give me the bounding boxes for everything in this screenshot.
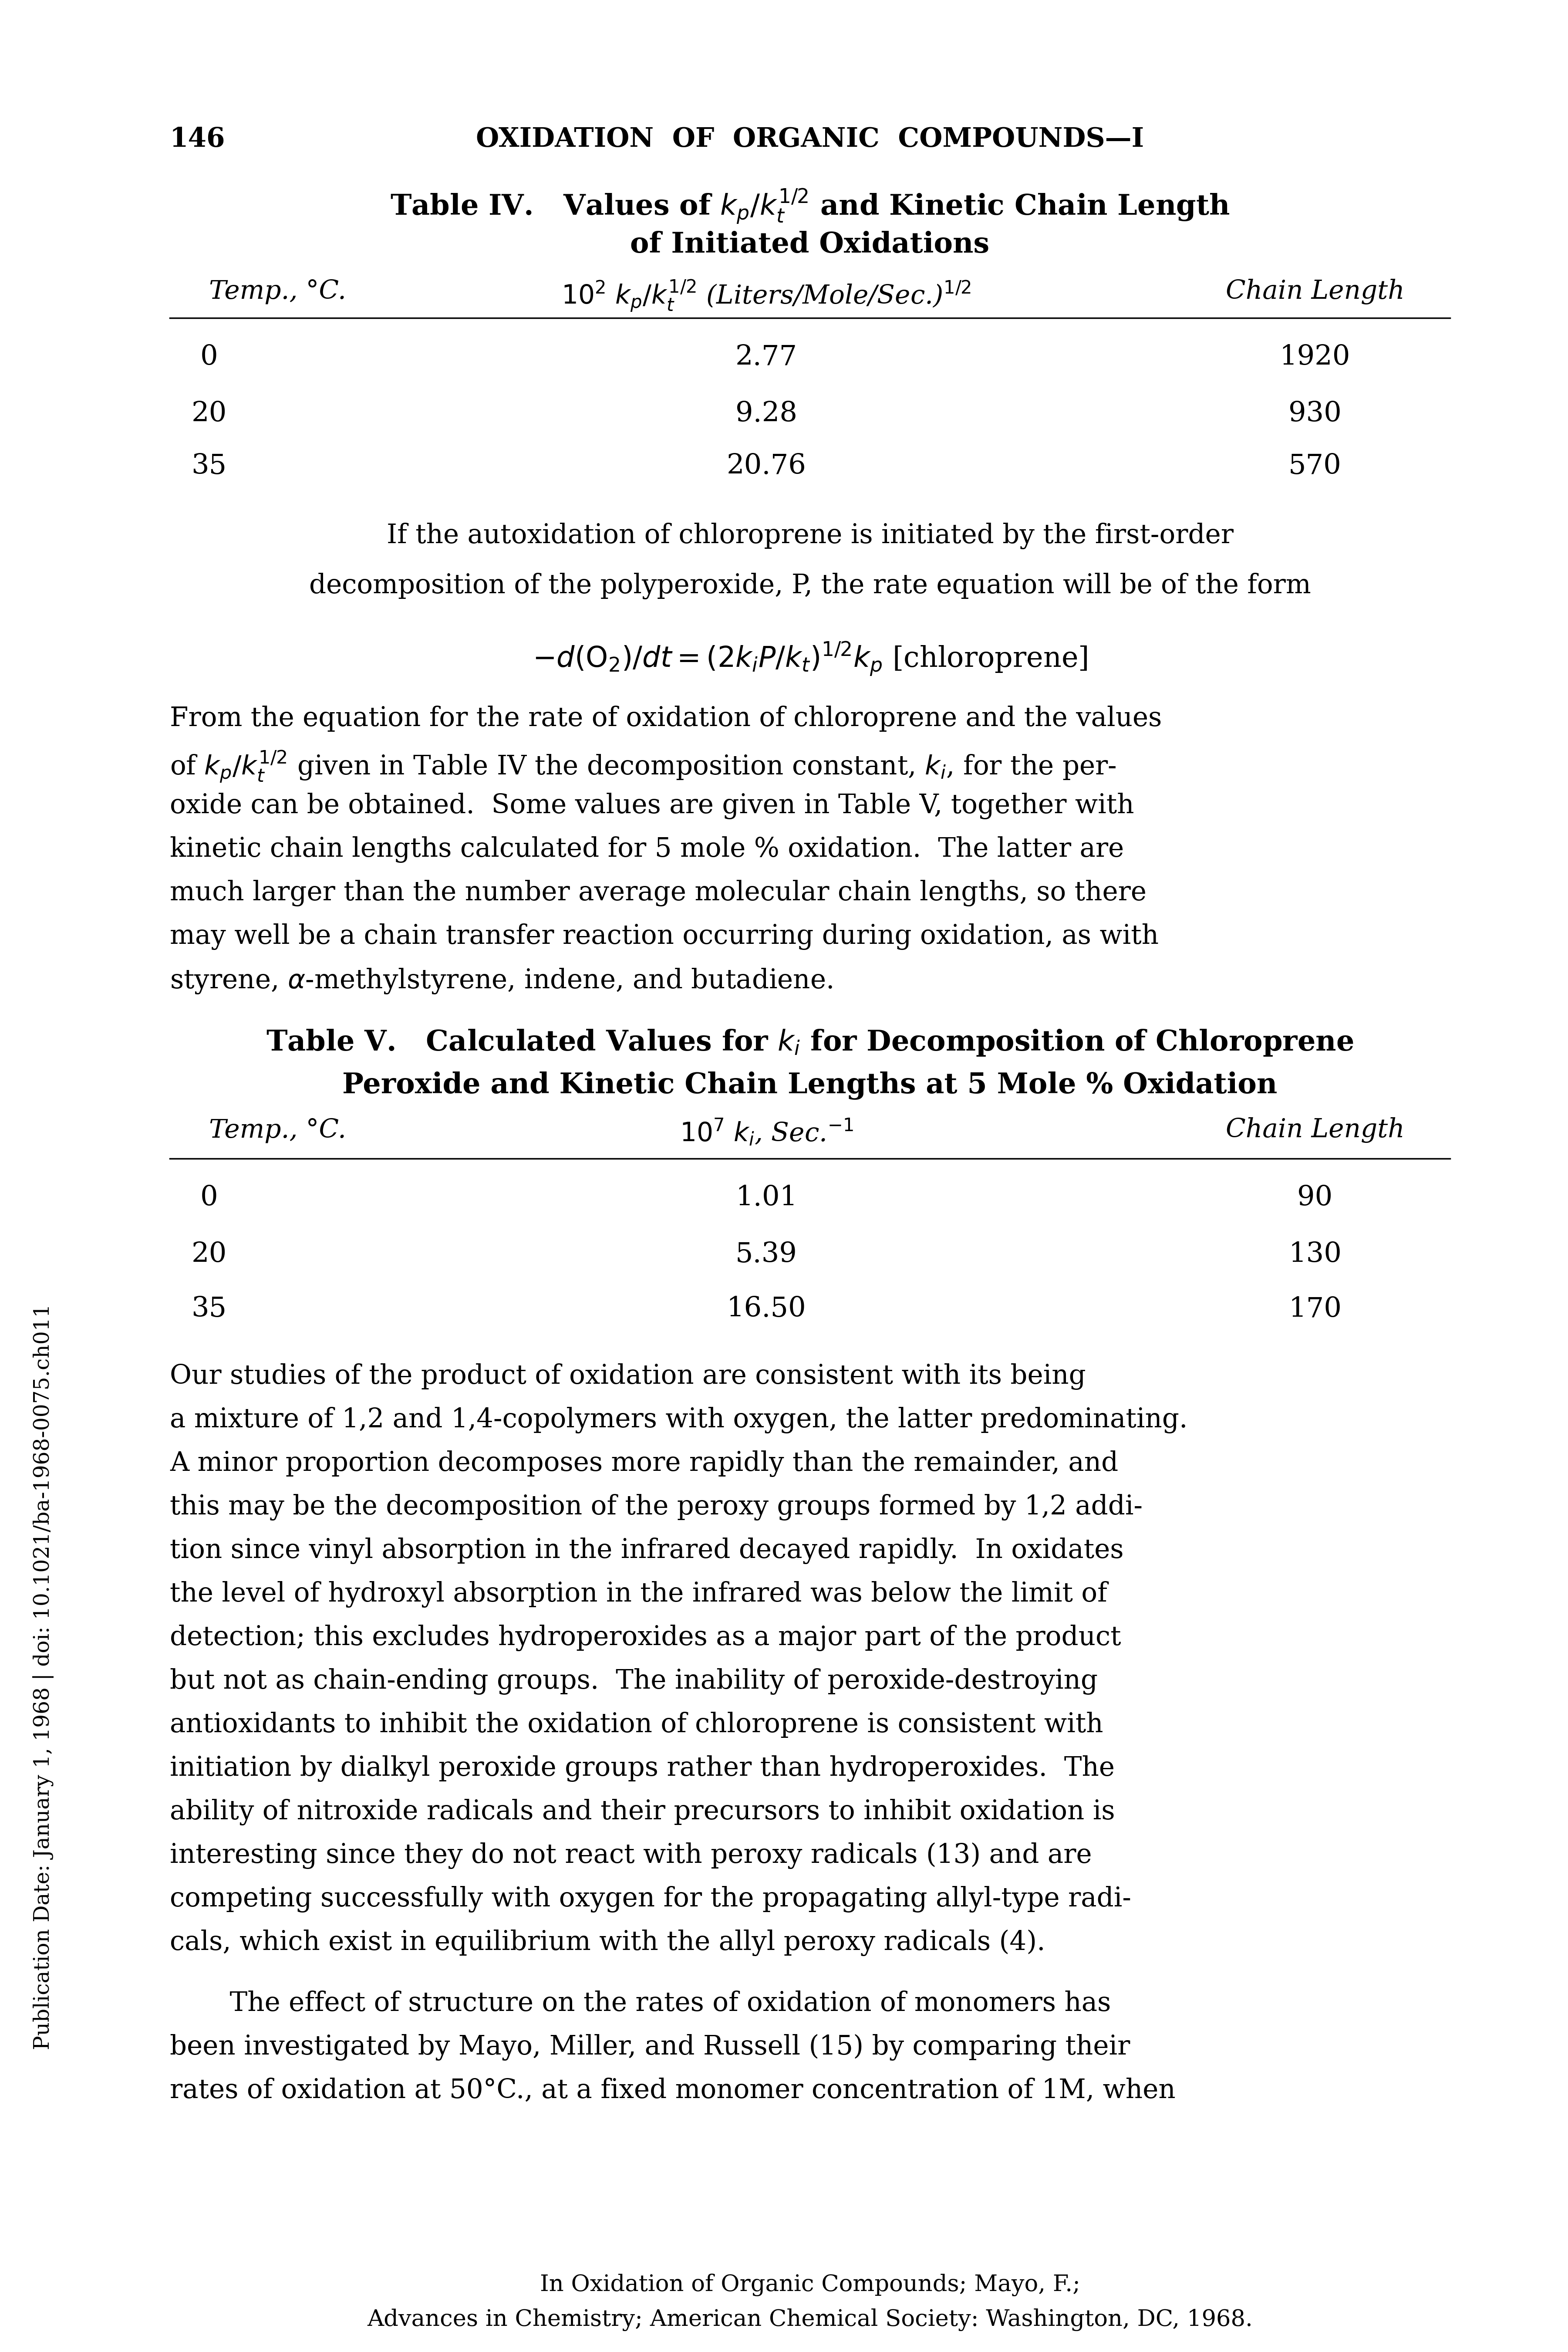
Text: From the equation for the rate of oxidation of chloroprene and the values: From the equation for the rate of oxidat… — [169, 706, 1162, 731]
Text: 1.01: 1.01 — [735, 1185, 798, 1211]
Text: Our studies of the product of oxidation are consistent with its being: Our studies of the product of oxidation … — [169, 1364, 1087, 1390]
Text: 0: 0 — [201, 343, 218, 372]
Text: OXIDATION  OF  ORGANIC  COMPOUNDS—I: OXIDATION OF ORGANIC COMPOUNDS—I — [477, 127, 1145, 153]
Text: been investigated by Mayo, Miller, and Russell (15) by comparing their: been investigated by Mayo, Miller, and R… — [169, 2034, 1131, 2060]
Text: antioxidants to inhibit the oxidation of chloroprene is consistent with: antioxidants to inhibit the oxidation of… — [169, 1712, 1104, 1738]
Text: 20: 20 — [191, 400, 227, 428]
Text: $10^2$ $k_p/k_t^{1/2}$ (Liters/Mole/Sec.)$^{1/2}$: $10^2$ $k_p/k_t^{1/2}$ (Liters/Mole/Sec.… — [561, 280, 971, 313]
Text: much larger than the number average molecular chain lengths, so there: much larger than the number average mole… — [169, 880, 1146, 906]
Text: a mixture of 1,2 and 1,4-copolymers with oxygen, the latter predominating.: a mixture of 1,2 and 1,4-copolymers with… — [169, 1406, 1187, 1432]
Text: 1920: 1920 — [1279, 343, 1350, 372]
Text: 170: 170 — [1289, 1296, 1342, 1322]
Text: 90: 90 — [1297, 1185, 1333, 1211]
Text: Table IV.   Values of $k_p/k_t^{1/2}$ and Kinetic Chain Length: Table IV. Values of $k_p/k_t^{1/2}$ and … — [390, 188, 1229, 226]
Text: cals, which exist in equilibrium with the allyl peroxy radicals (4).: cals, which exist in equilibrium with th… — [169, 1929, 1046, 1957]
Text: Peroxide and Kinetic Chain Lengths at 5 Mole % Oxidation: Peroxide and Kinetic Chain Lengths at 5 … — [342, 1073, 1278, 1101]
Text: Temp., °C.: Temp., °C. — [209, 1117, 347, 1143]
Text: 570: 570 — [1289, 454, 1342, 480]
Text: Publication Date: January 1, 1968 | doi: 10.1021/ba-1968-0075.ch011: Publication Date: January 1, 1968 | doi:… — [33, 1303, 55, 2051]
Text: 930: 930 — [1289, 400, 1342, 428]
Text: ability of nitroxide radicals and their precursors to inhibit oxidation is: ability of nitroxide radicals and their … — [169, 1799, 1115, 1825]
Text: styrene, $\alpha$-methylstyrene, indene, and butadiene.: styrene, $\alpha$-methylstyrene, indene,… — [169, 967, 833, 995]
Text: but not as chain-ending groups.  The inability of peroxide-destroying: but not as chain-ending groups. The inab… — [169, 1668, 1098, 1696]
Text: competing successfully with oxygen for the propagating allyl-type radi-: competing successfully with oxygen for t… — [169, 1886, 1131, 1912]
Text: Advances in Chemistry; American Chemical Society: Washington, DC, 1968.: Advances in Chemistry; American Chemical… — [367, 2307, 1253, 2331]
Text: The effect of structure on the rates of oxidation of monomers has: The effect of structure on the rates of … — [196, 1990, 1112, 2016]
Text: If the autoxidation of chloroprene is initiated by the first-order: If the autoxidation of chloroprene is in… — [386, 522, 1234, 550]
Text: 20: 20 — [191, 1242, 227, 1268]
Text: 5.39: 5.39 — [735, 1242, 797, 1268]
Text: of $k_p/k_t^{1/2}$ given in Table IV the decomposition constant, $k_i$, for the : of $k_p/k_t^{1/2}$ given in Table IV the… — [169, 750, 1116, 783]
Text: 9.28: 9.28 — [735, 400, 797, 428]
Text: of Initiated Oxidations: of Initiated Oxidations — [630, 230, 989, 259]
Text: kinetic chain lengths calculated for 5 mole % oxidation.  The latter are: kinetic chain lengths calculated for 5 m… — [169, 837, 1124, 863]
Text: 130: 130 — [1289, 1242, 1342, 1268]
Text: 2.77: 2.77 — [735, 343, 797, 372]
Text: the level of hydroxyl absorption in the infrared was below the limit of: the level of hydroxyl absorption in the … — [169, 1581, 1107, 1609]
Text: interesting since they do not react with peroxy radicals (13) and are: interesting since they do not react with… — [169, 1842, 1091, 1870]
Text: 146: 146 — [169, 127, 226, 153]
Text: Chain Length: Chain Length — [1226, 280, 1405, 303]
Text: may well be a chain transfer reaction occurring during oxidation, as with: may well be a chain transfer reaction oc… — [169, 924, 1159, 950]
Text: 20.76: 20.76 — [726, 454, 806, 480]
Text: this may be the decomposition of the peroxy groups formed by 1,2 addi-: this may be the decomposition of the per… — [169, 1494, 1143, 1519]
Text: In Oxidation of Organic Compounds; Mayo, F.;: In Oxidation of Organic Compounds; Mayo,… — [539, 2274, 1080, 2296]
Text: $10^7$ $k_i$, Sec.$^{-1}$: $10^7$ $k_i$, Sec.$^{-1}$ — [679, 1117, 853, 1148]
Text: initiation by dialkyl peroxide groups rather than hydroperoxides.  The: initiation by dialkyl peroxide groups ra… — [169, 1755, 1115, 1783]
Text: 35: 35 — [191, 1296, 227, 1322]
Text: Chain Length: Chain Length — [1226, 1117, 1405, 1143]
Text: A minor proportion decomposes more rapidly than the remainder, and: A minor proportion decomposes more rapid… — [169, 1451, 1118, 1477]
Text: detection; this excludes hydroperoxides as a major part of the product: detection; this excludes hydroperoxides … — [169, 1625, 1121, 1651]
Text: rates of oxidation at 50°C., at a fixed monomer concentration of 1M, when: rates of oxidation at 50°C., at a fixed … — [169, 2077, 1176, 2103]
Text: 0: 0 — [201, 1185, 218, 1211]
Text: 16.50: 16.50 — [726, 1296, 806, 1322]
Text: tion since vinyl absorption in the infrared decayed rapidly.  In oxidates: tion since vinyl absorption in the infra… — [169, 1538, 1124, 1564]
Text: Table V.   Calculated Values for $k_i$ for Decomposition of Chloroprene: Table V. Calculated Values for $k_i$ for… — [267, 1028, 1353, 1058]
Text: oxide can be obtained.  Some values are given in Table V, together with: oxide can be obtained. Some values are g… — [169, 793, 1134, 818]
Text: decomposition of the polyperoxide, P, the rate equation will be of the form: decomposition of the polyperoxide, P, th… — [309, 574, 1311, 600]
Text: 35: 35 — [191, 454, 227, 480]
Text: Temp., °C.: Temp., °C. — [209, 280, 347, 303]
Text: $-d(\mathrm{O}_2)/dt = (2k_iP/k_t)^{1/2}k_p$ [chloroprene]: $-d(\mathrm{O}_2)/dt = (2k_iP/k_t)^{1/2}… — [533, 640, 1088, 677]
